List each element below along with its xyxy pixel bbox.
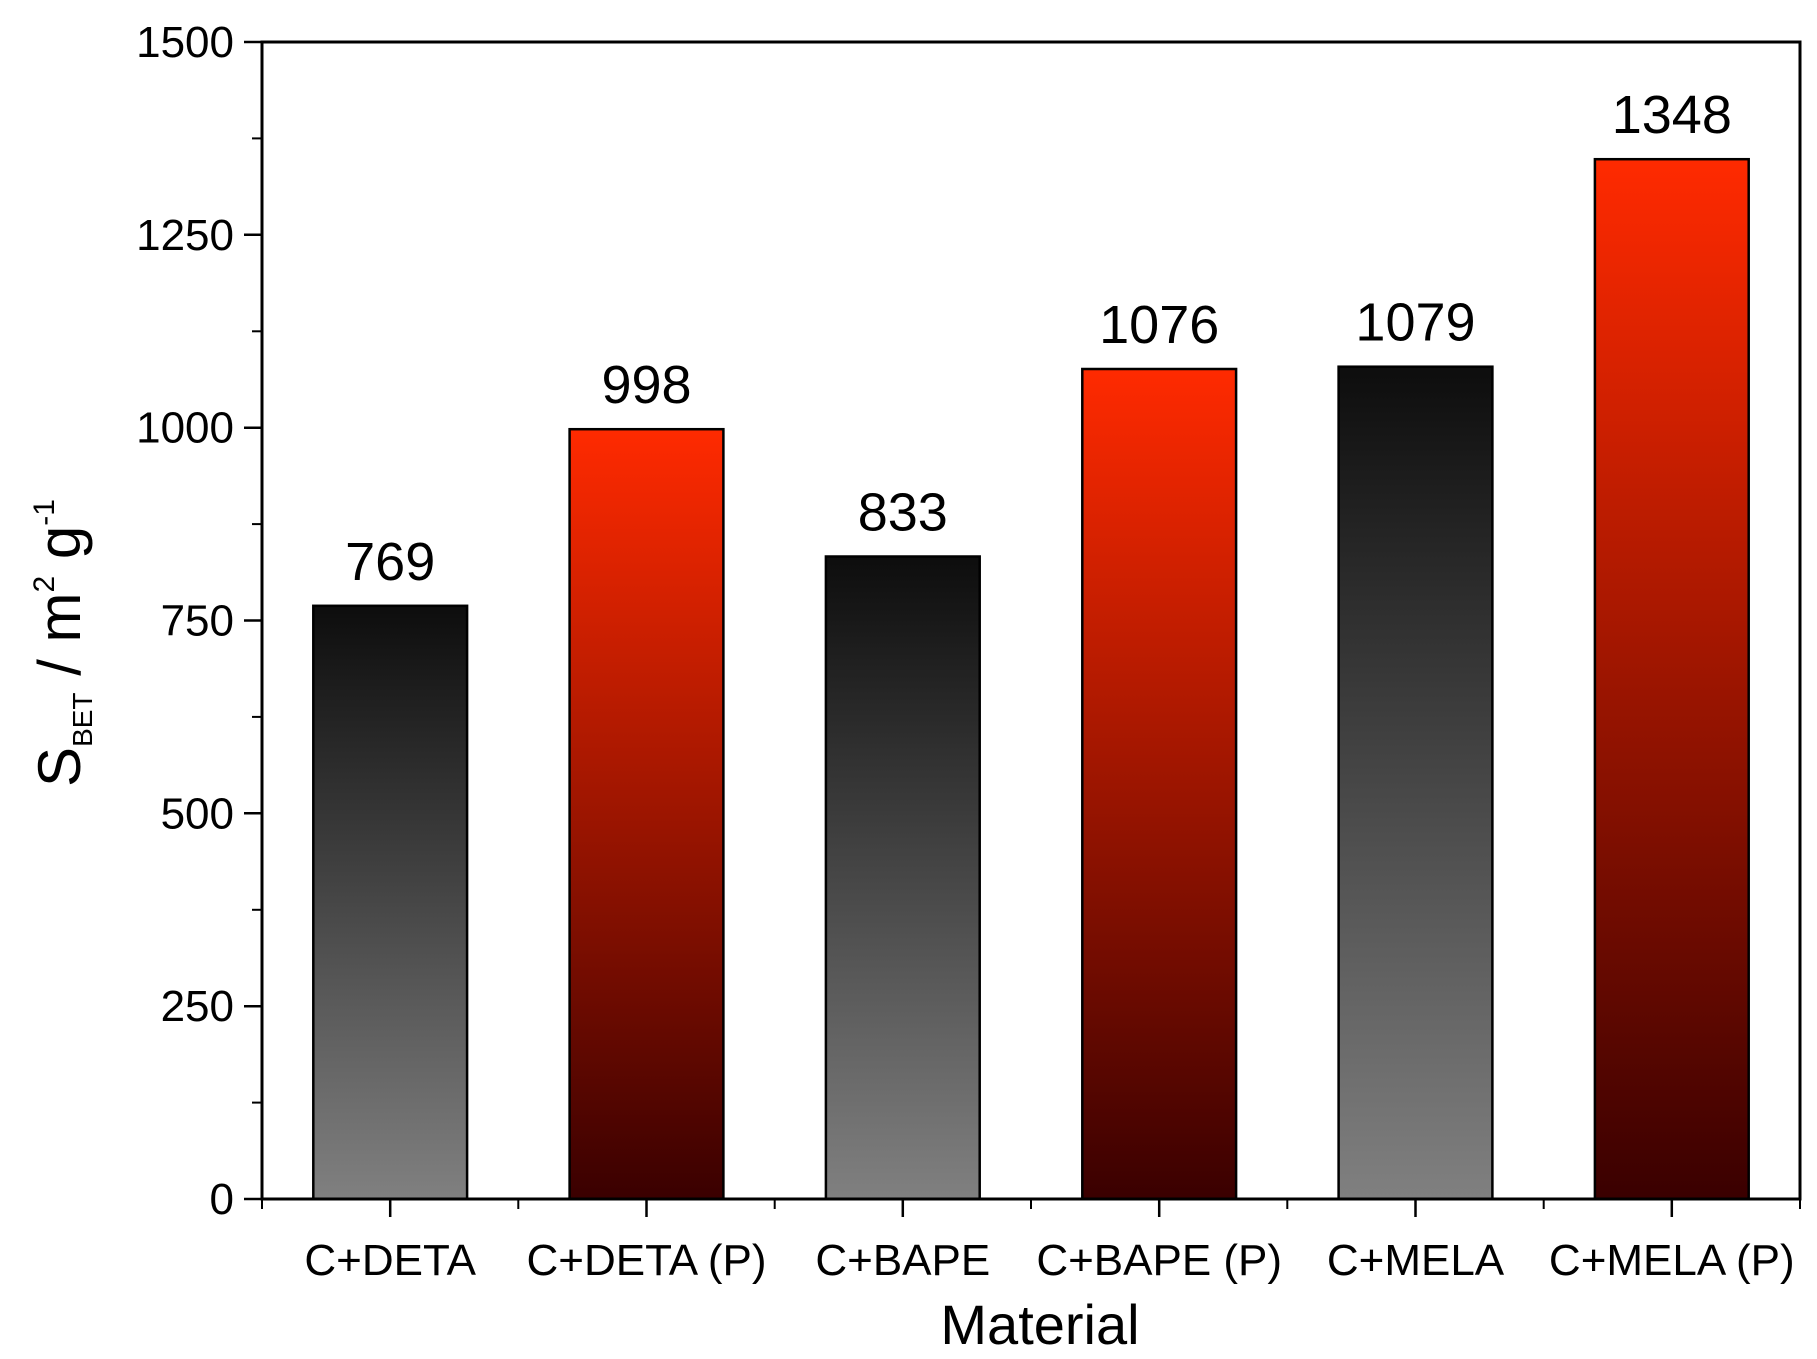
y-axis-symbol: S	[26, 747, 93, 787]
x-axis-title: Material	[940, 1293, 1139, 1354]
y-axis-unit-prefix: / m	[26, 592, 93, 692]
data-label-5: 1079	[1355, 293, 1475, 353]
y-tick-label-6: 1500	[136, 18, 234, 67]
bar-2	[568, 427, 725, 1201]
bar-3	[824, 555, 981, 1201]
x-tick-label-1: C+DETA	[304, 1236, 476, 1285]
x-tick-label-4: C+BAPE (P)	[1036, 1236, 1282, 1285]
bar-5	[1337, 365, 1494, 1201]
y-axis-title: SBET / m2 g-1	[26, 499, 98, 787]
data-label-1: 769	[345, 532, 435, 592]
y-tick-label-2: 500	[161, 789, 234, 838]
labels: 769 C+DETA 998 C+DETA (P) 833 C+BAPE 1076 C+BAP…	[136, 18, 1795, 1285]
y-tick-label-5: 1250	[136, 211, 234, 260]
y-axis-unit-sup1: 2	[28, 576, 61, 593]
x-tick-label-5: C+MELA	[1327, 1236, 1505, 1285]
y-tick-label-0: 0	[210, 1175, 234, 1224]
data-label-4: 1076	[1099, 295, 1219, 355]
data-label-2: 998	[601, 355, 691, 415]
axes	[244, 40, 1802, 1217]
x-tick-label-3: C+BAPE	[815, 1236, 990, 1285]
data-label-3: 833	[858, 483, 948, 543]
y-axis-subscript: BET	[67, 692, 98, 746]
y-axis-title-text: SBET / m2 g-1	[26, 499, 98, 787]
y-tick-label-4: 1000	[136, 404, 234, 453]
y-tick-label-3: 750	[161, 597, 234, 646]
x-tick-label-6: C+MELA (P)	[1549, 1236, 1795, 1285]
y-axis-unit-sup2: -1	[28, 499, 61, 526]
bars	[312, 157, 1750, 1201]
bar-6	[1593, 157, 1750, 1201]
bar-1	[312, 604, 469, 1201]
data-label-6: 1348	[1612, 85, 1732, 145]
y-tick-label-1: 250	[161, 982, 234, 1031]
plot-frame	[260, 40, 1802, 1201]
bar-4	[1081, 367, 1238, 1201]
x-tick-label-2: C+DETA (P)	[526, 1236, 766, 1285]
y-axis-unit-mid: g	[26, 526, 93, 576]
